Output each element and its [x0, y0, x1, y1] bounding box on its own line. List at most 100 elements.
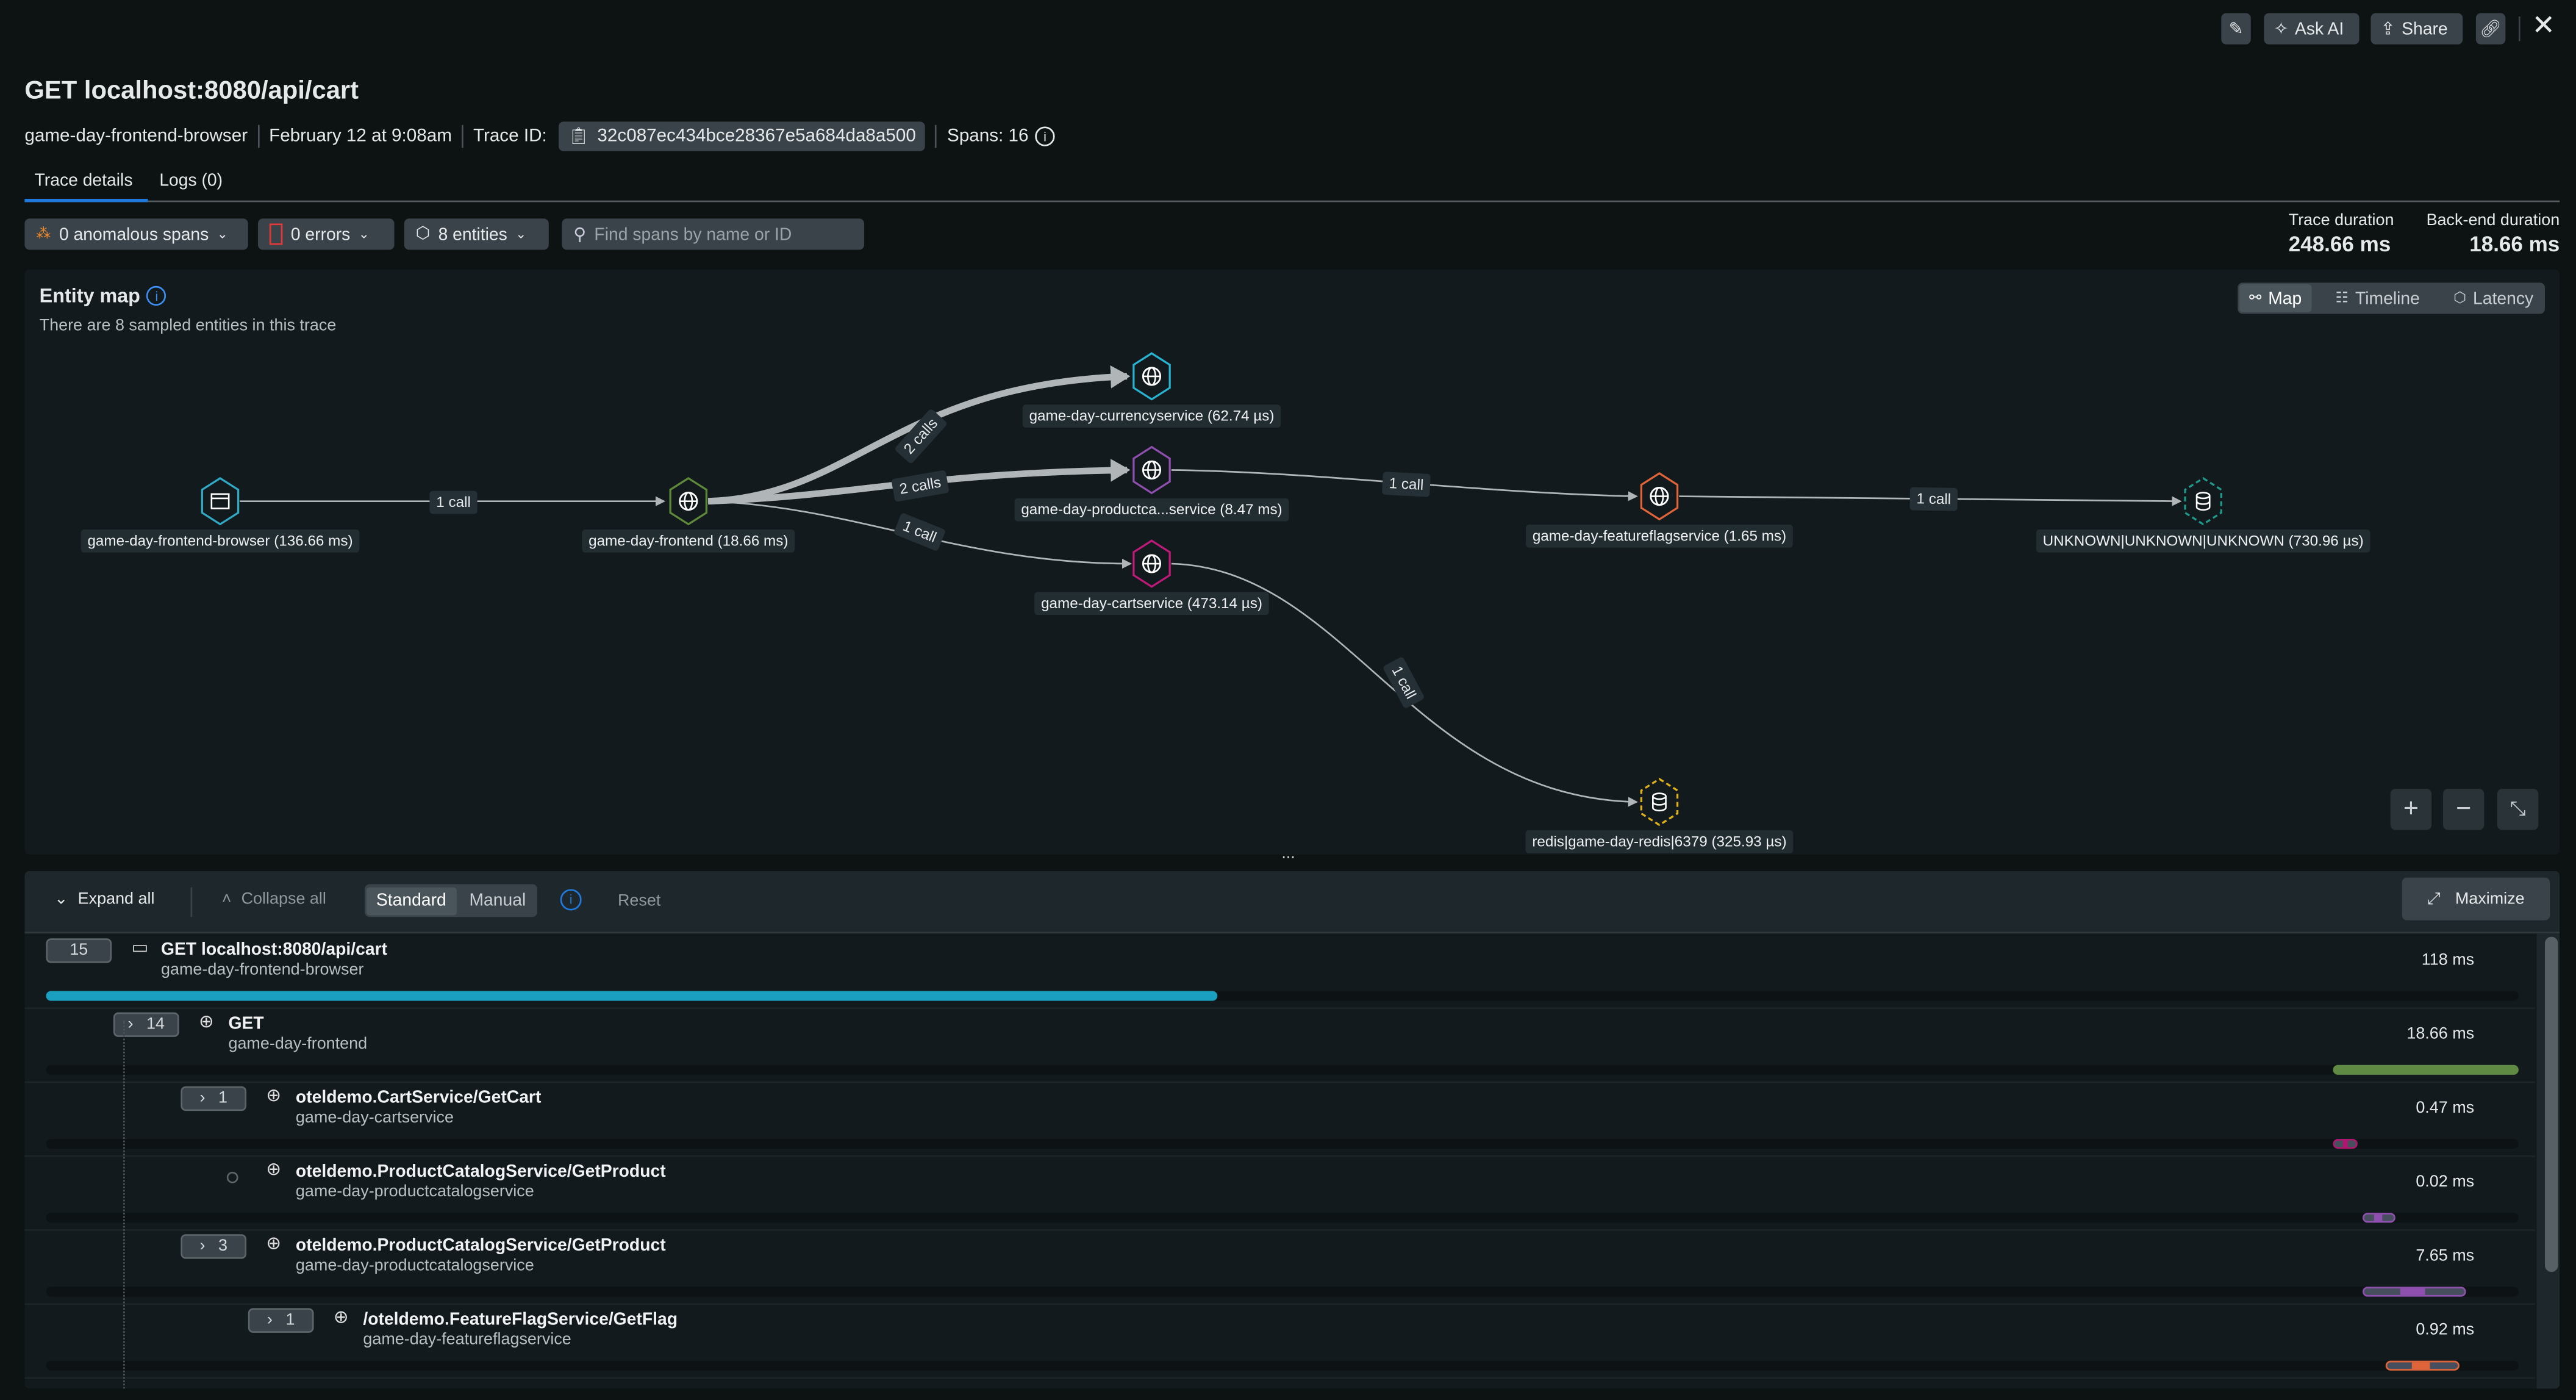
backend-duration-value: 18.66 ms — [2469, 231, 2560, 257]
span-bar[interactable] — [46, 991, 1218, 1001]
notes-button[interactable]: ✎ — [2221, 13, 2251, 45]
span-search-input[interactable]: ⚲ Find spans by name or ID — [562, 218, 865, 250]
share-button[interactable]: ⇪ Share — [2370, 13, 2463, 45]
span-self-time — [2411, 1362, 2430, 1369]
expand-all-button[interactable]: ⌄ Expand all — [54, 891, 155, 909]
tab-trace-details[interactable]: Trace details — [34, 171, 133, 191]
anomalous-label: 0 anomalous spans — [59, 224, 209, 245]
entity-node[interactable]: game-day-frontend-browser (136.66 ms) — [80, 477, 360, 553]
span-row[interactable]: › 3 ⊕ oteldemo.ProductCatalogService/GetPro… — [24, 1229, 2535, 1305]
entity-icon: ⬡ — [415, 225, 431, 243]
globe-icon: ⊕ — [198, 1012, 214, 1032]
zoom-out-button[interactable]: − — [2442, 789, 2485, 830]
span-name: /oteldemo.FeatureFlagService/GetFlag — [363, 1310, 678, 1330]
span-self-time — [2342, 1140, 2348, 1147]
latency-icon: ⬡ — [2453, 289, 2467, 306]
span-row[interactable]: 15 ▭ GET localhost:8080/api/cart game-day-f… — [24, 933, 2535, 1010]
entity-node[interactable]: game-day-cartservice (473.14 µs) — [1034, 539, 1269, 616]
span-self-time — [2399, 1288, 2425, 1295]
active-tab-indicator — [24, 198, 148, 203]
child-count-toggle[interactable]: 15 — [46, 938, 112, 963]
span-timeline-track — [46, 1064, 2519, 1075]
reset-button[interactable]: Reset — [606, 884, 673, 917]
span-row[interactable]: ⊕ oteldemo.ProductCatalogService/GetProdu… — [24, 1155, 2535, 1231]
entity-node[interactable]: game-day-frontend (18.66 ms) — [582, 477, 795, 553]
edge-label-bg — [1909, 487, 1958, 511]
entity-hexagon — [201, 477, 240, 526]
clipboard-icon: 📋︎ — [568, 127, 589, 146]
collapse-icon: ⤡ — [2510, 797, 2526, 820]
span-bar[interactable] — [2385, 1360, 2460, 1371]
collapse-all-button[interactable]: ˄ Collapse all — [222, 891, 326, 909]
collapse-all-label: Collapse all — [241, 891, 326, 909]
span-row[interactable]: › 14 ⊕ GET game-day-frontend 18.66 ms — [24, 1007, 2535, 1083]
trace-id-value: 32c087ec434bce28367e5a684da8a500 — [597, 126, 916, 146]
errors-filter[interactable]: 0 errors ⌄ — [257, 218, 395, 250]
entity-label: game-day-frontend (18.66 ms) — [589, 533, 788, 549]
errors-label: 0 errors — [290, 224, 351, 245]
span-bar[interactable] — [2363, 1287, 2467, 1297]
chevron-right-icon: › — [267, 1311, 273, 1330]
view-latency[interactable]: ⬡ Latency — [2444, 284, 2543, 312]
span-row[interactable]: › 1 ⊕ oteldemo.CartService/GetCart game-day-… — [24, 1082, 2535, 1157]
edge-label: 2 calls — [895, 409, 947, 464]
info-icon[interactable]: i — [1035, 126, 1055, 146]
entity-node[interactable]: game-day-productca...service (8.47 ms) — [1014, 445, 1289, 522]
span-self-time — [2374, 1214, 2382, 1221]
entity-label-bg — [582, 529, 795, 553]
child-count-toggle[interactable]: › 3 — [181, 1234, 247, 1259]
entity-label-bg — [2036, 529, 2370, 553]
entity-label: game-day-frontend-browser (136.66 ms) — [87, 533, 352, 549]
edge[interactable] — [707, 365, 1131, 505]
fit-view-button[interactable]: ⤡ — [2497, 789, 2539, 830]
entity-node[interactable]: redis|game-day-redis|6379 (325.93 µs) — [1525, 778, 1794, 853]
entity-map-subtitle: There are 8 sampled entities in this tra… — [39, 317, 337, 336]
trace-id-copy[interactable]: 📋︎ 32c087ec434bce28367e5a684da8a500 — [558, 121, 926, 151]
info-icon[interactable]: i — [560, 889, 582, 911]
spans-panel: ⌄ Expand all ˄ Collapse all Standard Manua… — [24, 871, 2560, 1389]
scrollbar-thumb[interactable] — [2545, 936, 2558, 1273]
entities-filter[interactable]: ⬡ 8 entities ⌄ — [404, 218, 549, 250]
entity-node[interactable]: game-day-featureflagservice (1.65 ms) — [1526, 472, 1793, 548]
edge-label: 1 call — [894, 513, 945, 551]
edge[interactable] — [1171, 562, 1638, 807]
child-count-toggle[interactable]: › 1 — [181, 1086, 247, 1111]
mode-manual[interactable]: Manual — [469, 891, 526, 911]
maximize-button[interactable]: ⤢ Maximize — [2402, 877, 2550, 921]
span-bar[interactable] — [2363, 1213, 2395, 1223]
edge-label-text: 1 call — [1389, 475, 1424, 494]
view-map[interactable]: ⚯ Map — [2239, 284, 2312, 312]
tab-logs[interactable]: Logs (0) — [159, 171, 223, 191]
trace-meta: game-day-frontend-browser February 12 at… — [24, 121, 1055, 151]
entity-hexagon — [1640, 778, 1679, 827]
resize-handle[interactable]: ... — [1281, 844, 1295, 863]
mode-standard[interactable]: Standard — [366, 886, 456, 915]
globe-icon: ⊕ — [266, 1234, 282, 1254]
info-icon[interactable]: i — [146, 285, 167, 306]
maximize-label: Maximize — [2455, 889, 2525, 908]
chevron-right-icon: › — [127, 1015, 134, 1034]
entity-label: redis|game-day-redis|6379 (325.93 µs) — [1532, 833, 1786, 850]
page-title: GET localhost:8080/api/cart — [24, 77, 359, 106]
entity-map-header: Entity map i — [40, 284, 167, 307]
timestamp: February 12 at 9:08am — [269, 126, 452, 146]
anomalous-spans-filter[interactable]: ⁂ 0 anomalous spans ⌄ — [24, 218, 248, 250]
entity-label-bg — [1014, 498, 1289, 522]
view-timeline[interactable]: ☷ Timeline — [2325, 284, 2430, 312]
globe-icon: ⊕ — [266, 1160, 282, 1180]
view-timeline-label: Timeline — [2355, 288, 2420, 309]
entity-label-bg — [80, 529, 360, 553]
entity-label-bg — [1034, 592, 1269, 616]
entity-node[interactable]: game-day-currencyservice (62.74 µs) — [1022, 352, 1281, 428]
zoom-in-button[interactable]: + — [2390, 789, 2432, 830]
child-count: 3 — [218, 1237, 227, 1256]
close-icon[interactable]: ✕ — [2531, 10, 2555, 41]
copy-link-button[interactable]: 🔗︎ — [2475, 13, 2506, 45]
entity-node[interactable]: UNKNOWN|UNKNOWN|UNKNOWN (730.96 µs) — [2036, 477, 2370, 553]
span-bar[interactable] — [2333, 1138, 2358, 1149]
span-row[interactable]: › 1 ⊕/oteldemo.FeatureFlagService/GetFlag g… — [24, 1303, 2535, 1379]
span-bar[interactable] — [2333, 1064, 2519, 1075]
ask-ai-button[interactable]: ✧ Ask AI — [2264, 13, 2360, 45]
child-count-toggle[interactable]: › 1 — [248, 1308, 314, 1333]
browser-icon: ▭ — [131, 938, 149, 958]
